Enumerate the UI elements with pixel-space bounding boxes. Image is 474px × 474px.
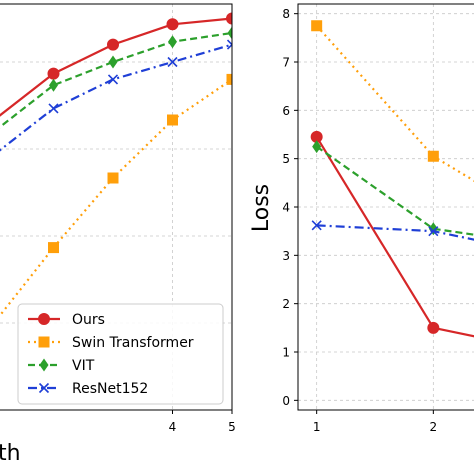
legend-label: VIT <box>72 358 95 374</box>
x-axis-label: th <box>0 441 21 466</box>
accuracy-chart: 4 5 th Ours Swin Transformer VIT ResNet152 <box>0 3 236 466</box>
data-point <box>428 226 439 237</box>
plot-area <box>310 20 474 338</box>
legend-marker <box>39 358 49 372</box>
legend-box <box>17 303 224 405</box>
series-line <box>0 31 232 129</box>
series-vit <box>0 26 232 129</box>
legend-item: Swin Transformer <box>28 335 194 351</box>
y-tick-label: 8 <box>282 7 290 21</box>
legend-marker <box>38 336 50 348</box>
data-point <box>47 67 60 80</box>
series-resnet152 <box>0 39 232 152</box>
series-resnet152 <box>311 220 474 241</box>
data-point <box>226 39 232 50</box>
legend-label: ResNet152 <box>72 381 148 397</box>
x-tick-label: 5 <box>228 420 236 434</box>
data-point <box>168 35 177 49</box>
legend-label: Swin Transformer <box>72 335 194 351</box>
data-point <box>48 242 59 254</box>
data-point <box>427 150 439 162</box>
plot-area <box>0 12 232 318</box>
data-point <box>226 73 232 85</box>
legend-item: VIT <box>28 358 95 374</box>
y-tick-label: 2 <box>282 297 290 311</box>
x-tick-label: 4 <box>169 420 177 434</box>
data-point <box>108 55 118 69</box>
x-tick-label: 1 <box>313 420 321 434</box>
series-line <box>315 136 474 338</box>
y-tick-label: 4 <box>282 201 290 215</box>
data-point <box>49 78 58 92</box>
series-ours <box>310 130 474 338</box>
data-point <box>167 56 178 68</box>
legend-marker <box>38 382 50 394</box>
series-line <box>316 224 474 241</box>
y-tick-label: 7 <box>282 56 290 70</box>
data-point <box>166 18 179 31</box>
y-tick-label: 5 <box>282 152 290 166</box>
legend-label: Ours <box>72 312 105 328</box>
data-point <box>312 140 322 154</box>
legend-marker <box>38 313 50 325</box>
data-point <box>227 26 232 40</box>
legend-item: ResNet152 <box>28 381 148 397</box>
data-point <box>167 114 178 126</box>
y-axis-label: Loss <box>249 184 274 232</box>
y-tick-label: 1 <box>282 346 290 360</box>
data-point <box>48 103 59 114</box>
series-swin-transformer <box>311 20 474 182</box>
data-point <box>107 172 119 184</box>
data-point <box>107 74 119 85</box>
loss-chart: 1 2 0 1 2 3 4 5 6 7 8 Loss <box>249 3 474 434</box>
series-line <box>316 145 474 236</box>
data-point <box>107 38 119 51</box>
y-tick-label: 0 <box>282 394 290 408</box>
axes-frame <box>0 3 233 411</box>
series-line <box>0 78 232 318</box>
series-swin-transformer <box>0 73 232 318</box>
grid <box>298 4 474 410</box>
data-point <box>427 321 440 334</box>
y-tick-label: 3 <box>282 249 290 263</box>
series-ours <box>0 12 232 117</box>
legend: Ours Swin Transformer VIT ResNet152 <box>17 303 224 405</box>
series-line <box>315 25 474 182</box>
data-point <box>226 12 232 25</box>
data-point <box>311 220 322 231</box>
series-line <box>0 17 232 117</box>
y-tick-label: 6 <box>282 104 290 118</box>
x-tick-label: 2 <box>430 420 438 434</box>
legend-item: Ours <box>28 312 105 328</box>
data-point <box>311 20 323 32</box>
